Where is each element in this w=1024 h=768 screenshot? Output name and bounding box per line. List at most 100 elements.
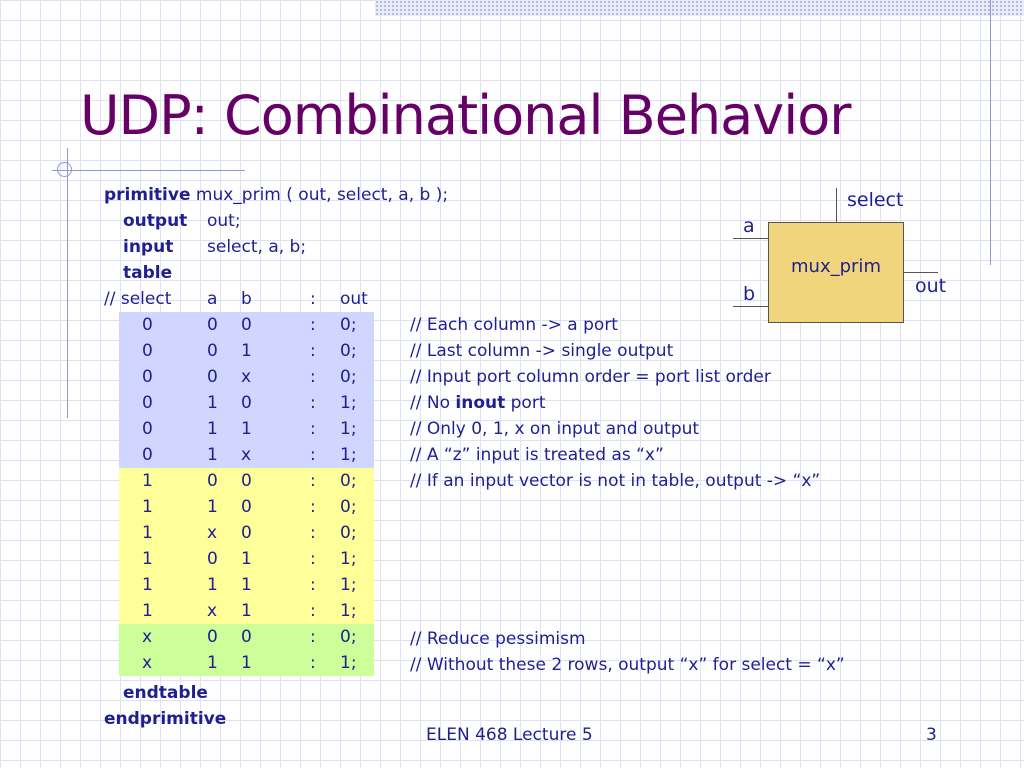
cell-a: 0 [207, 341, 218, 361]
cell-a: 1 [207, 419, 218, 439]
a-pin-label: a [743, 215, 755, 237]
cell-a: 1 [207, 393, 218, 413]
cell-select: 1 [142, 601, 153, 621]
comment-each-column: // Each column -> a port [410, 315, 618, 335]
code-line-output-decl: out; [207, 211, 241, 231]
footer-page-number: 3 [926, 725, 937, 745]
comment-last-column: // Last column -> single output [410, 341, 674, 361]
primitive-signature: mux_prim ( out, select, a, b ); [195, 185, 449, 205]
cell-b: 0 [241, 471, 252, 491]
cell-a: 0 [207, 627, 218, 647]
cell-b: 0 [241, 497, 252, 517]
table-row [119, 338, 374, 364]
cell-b: x [241, 367, 252, 387]
cell-out: 1; [340, 393, 357, 413]
cell-b: 1 [241, 653, 252, 673]
cell-b: 0 [241, 627, 252, 647]
cell-out: 0; [340, 497, 357, 517]
mux-block-label: mux_prim [791, 256, 881, 277]
cell-a: x [207, 601, 218, 621]
keyword-table: table [123, 263, 173, 283]
table-row [119, 468, 374, 494]
right-accent-line [990, 0, 991, 265]
cell-out: 0; [340, 341, 357, 361]
table-row [119, 624, 374, 650]
cell-select: 1 [142, 549, 153, 569]
select-wire [836, 188, 837, 222]
cell-select: 1 [142, 523, 153, 543]
comment-port-order: // Input port column order = port list o… [410, 367, 771, 387]
keyword-input: input [123, 237, 174, 257]
code-line-table: table [123, 260, 172, 286]
cell-a: 1 [207, 445, 218, 465]
cell-b: 1 [241, 341, 252, 361]
cell-select: 1 [142, 575, 153, 595]
cell-sep: : [310, 575, 316, 595]
cell-a: 1 [207, 653, 218, 673]
cell-out: 1; [340, 575, 357, 595]
cell-select: 0 [142, 419, 153, 439]
slide-title: UDP: Combinational Behavior [80, 84, 851, 147]
header-decorative-band [375, 0, 1024, 16]
cell-out: 1; [340, 445, 357, 465]
cell-sep: : [310, 367, 316, 387]
keyword-endtable: endtable [123, 683, 208, 703]
cell-a: 1 [207, 497, 218, 517]
col-header-a: a [207, 289, 218, 309]
b-pin-label: b [743, 283, 756, 305]
footer-course: ELEN 468 Lecture 5 [426, 725, 593, 745]
cell-b: 1 [241, 549, 252, 569]
cell-sep: : [310, 497, 316, 517]
col-header-select: // select [104, 289, 172, 309]
corner-circle-ornament [57, 162, 72, 177]
cell-out: 0; [340, 315, 357, 335]
cell-a: 0 [207, 367, 218, 387]
table-row [119, 650, 374, 676]
cell-a: 1 [207, 575, 218, 595]
table-row [119, 520, 374, 546]
comment-no-inout-pre: // No [410, 393, 450, 413]
cell-out: 0; [340, 471, 357, 491]
cell-b: x [241, 445, 252, 465]
cell-sep: : [310, 419, 316, 439]
keyword-primitive: primitive [104, 185, 191, 205]
title-underline [52, 170, 245, 171]
cell-sep: : [310, 601, 316, 621]
cell-sep: : [310, 627, 316, 647]
cell-out: 1; [340, 601, 357, 621]
cell-sep: : [310, 341, 316, 361]
comment-no-inout-post: port [510, 393, 546, 413]
code-line-endprimitive: endprimitive [104, 706, 226, 732]
table-row [119, 364, 374, 390]
cell-a: 0 [207, 549, 218, 569]
left-accent-line [67, 148, 68, 418]
cell-sep: : [310, 471, 316, 491]
cell-out: 0; [340, 523, 357, 543]
out-pin-label: out [915, 275, 947, 297]
col-header-b: b [241, 289, 252, 309]
cell-b: 0 [241, 315, 252, 335]
cell-select: 1 [142, 497, 153, 517]
code-line-endtable: endtable [123, 680, 208, 706]
cell-out: 0; [340, 627, 357, 647]
cell-b: 1 [241, 575, 252, 595]
cell-select: 1 [142, 471, 153, 491]
cell-a: x [207, 523, 218, 543]
cell-sep: : [310, 315, 316, 335]
code-line-output-kw: output [123, 208, 187, 234]
cell-b: 1 [241, 601, 252, 621]
cell-sep: : [310, 549, 316, 569]
cell-select: x [142, 653, 153, 673]
col-header-out: out [340, 289, 368, 309]
cell-select: 0 [142, 445, 153, 465]
comment-without-rows: // Without these 2 rows, output “x” for … [410, 655, 845, 675]
code-line-input-decl: select, a, b; [207, 237, 307, 257]
table-row [119, 494, 374, 520]
table-row [119, 390, 374, 416]
table-row [119, 546, 374, 572]
cell-a: 0 [207, 471, 218, 491]
cell-out: 1; [340, 419, 357, 439]
cell-sep: : [310, 393, 316, 413]
col-header-sep: : [310, 289, 316, 309]
b-wire [733, 306, 768, 307]
